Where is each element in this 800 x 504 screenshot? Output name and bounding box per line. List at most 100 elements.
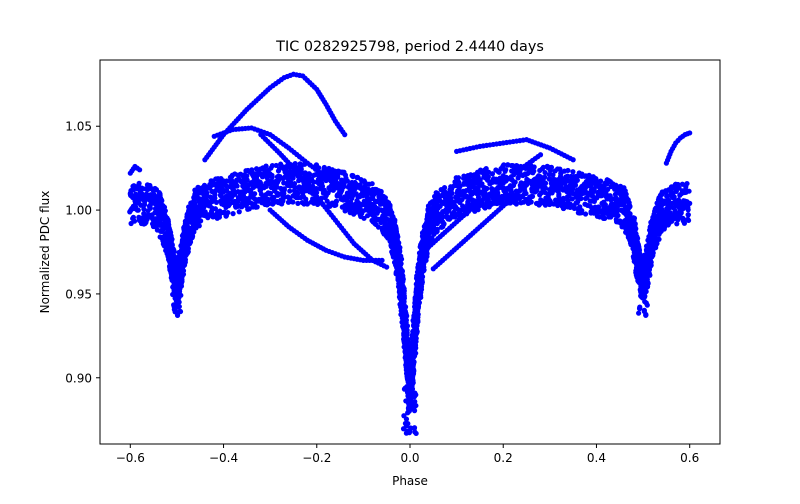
data-point xyxy=(401,288,407,294)
data-point xyxy=(615,212,621,219)
data-point xyxy=(335,173,341,180)
data-point xyxy=(230,187,237,193)
data-point xyxy=(636,247,642,253)
data-point xyxy=(333,198,339,204)
data-point xyxy=(684,180,690,187)
data-point xyxy=(290,175,296,181)
data-point xyxy=(181,258,188,264)
data-point xyxy=(424,251,430,257)
data-point xyxy=(265,198,271,205)
data-point xyxy=(419,274,425,280)
data-point xyxy=(271,194,277,200)
data-point xyxy=(379,257,385,263)
data-point xyxy=(313,186,320,192)
data-point xyxy=(560,197,566,203)
data-point xyxy=(565,194,571,200)
data-point xyxy=(313,171,319,178)
data-point xyxy=(135,207,141,213)
data-point xyxy=(578,195,584,202)
data-point xyxy=(244,177,250,183)
data-point xyxy=(162,208,168,214)
data-point xyxy=(392,217,398,223)
data-point xyxy=(248,189,254,195)
data-point xyxy=(257,187,263,193)
data-point xyxy=(292,184,298,191)
data-point xyxy=(523,182,530,188)
data-point xyxy=(291,180,298,187)
data-point xyxy=(414,316,420,322)
data-point xyxy=(141,201,148,208)
data-point xyxy=(330,187,336,193)
data-point xyxy=(548,164,555,170)
data-point xyxy=(395,242,401,248)
data-point xyxy=(337,182,343,188)
data-point xyxy=(608,197,614,203)
data-point xyxy=(141,206,147,212)
data-point xyxy=(680,215,686,222)
data-point xyxy=(369,181,375,187)
data-point xyxy=(244,173,250,179)
data-point xyxy=(484,185,490,192)
data-point xyxy=(257,180,263,186)
data-point xyxy=(685,212,691,218)
data-point xyxy=(411,368,417,374)
data-point xyxy=(687,200,693,206)
data-point xyxy=(598,178,604,184)
data-point xyxy=(685,217,692,224)
data-point xyxy=(338,188,344,195)
data-point xyxy=(225,209,231,216)
data-point xyxy=(179,276,185,283)
data-point xyxy=(534,187,540,193)
data-point xyxy=(404,330,410,336)
data-point xyxy=(283,168,290,175)
data-point xyxy=(263,163,269,169)
data-point xyxy=(212,206,219,212)
data-point xyxy=(542,180,549,186)
data-point xyxy=(304,201,310,207)
data-point xyxy=(160,203,166,210)
data-point xyxy=(556,191,562,197)
data-point xyxy=(401,295,408,301)
data-point xyxy=(295,190,301,197)
data-point xyxy=(342,132,348,138)
data-point xyxy=(236,209,242,215)
data-point xyxy=(531,168,537,174)
data-point xyxy=(416,299,422,305)
data-point xyxy=(398,261,404,267)
data-point xyxy=(633,226,639,232)
data-point xyxy=(165,217,171,223)
data-point xyxy=(455,175,462,181)
data-point xyxy=(230,211,236,217)
data-point xyxy=(212,195,218,201)
data-point xyxy=(656,236,662,242)
data-point xyxy=(403,323,409,329)
data-point xyxy=(449,190,455,196)
data-point xyxy=(185,245,191,251)
data-point xyxy=(321,187,327,193)
data-point xyxy=(196,223,202,229)
data-point xyxy=(254,204,260,210)
data-point xyxy=(582,211,589,217)
data-points-layer xyxy=(127,71,693,437)
data-point xyxy=(281,187,287,193)
data-point xyxy=(574,177,580,183)
data-point xyxy=(378,188,384,195)
data-point xyxy=(157,218,163,224)
data-point xyxy=(394,237,400,243)
data-point xyxy=(306,171,312,177)
data-point xyxy=(171,249,177,255)
data-point xyxy=(269,172,275,178)
data-point xyxy=(441,221,447,227)
data-point xyxy=(290,199,296,205)
data-point xyxy=(398,256,405,262)
data-point xyxy=(180,268,187,274)
data-point xyxy=(485,174,491,180)
data-point xyxy=(502,168,508,174)
data-point xyxy=(213,199,220,205)
data-point xyxy=(204,190,210,196)
data-point xyxy=(165,221,171,227)
data-point xyxy=(341,169,347,175)
data-point xyxy=(570,169,576,175)
